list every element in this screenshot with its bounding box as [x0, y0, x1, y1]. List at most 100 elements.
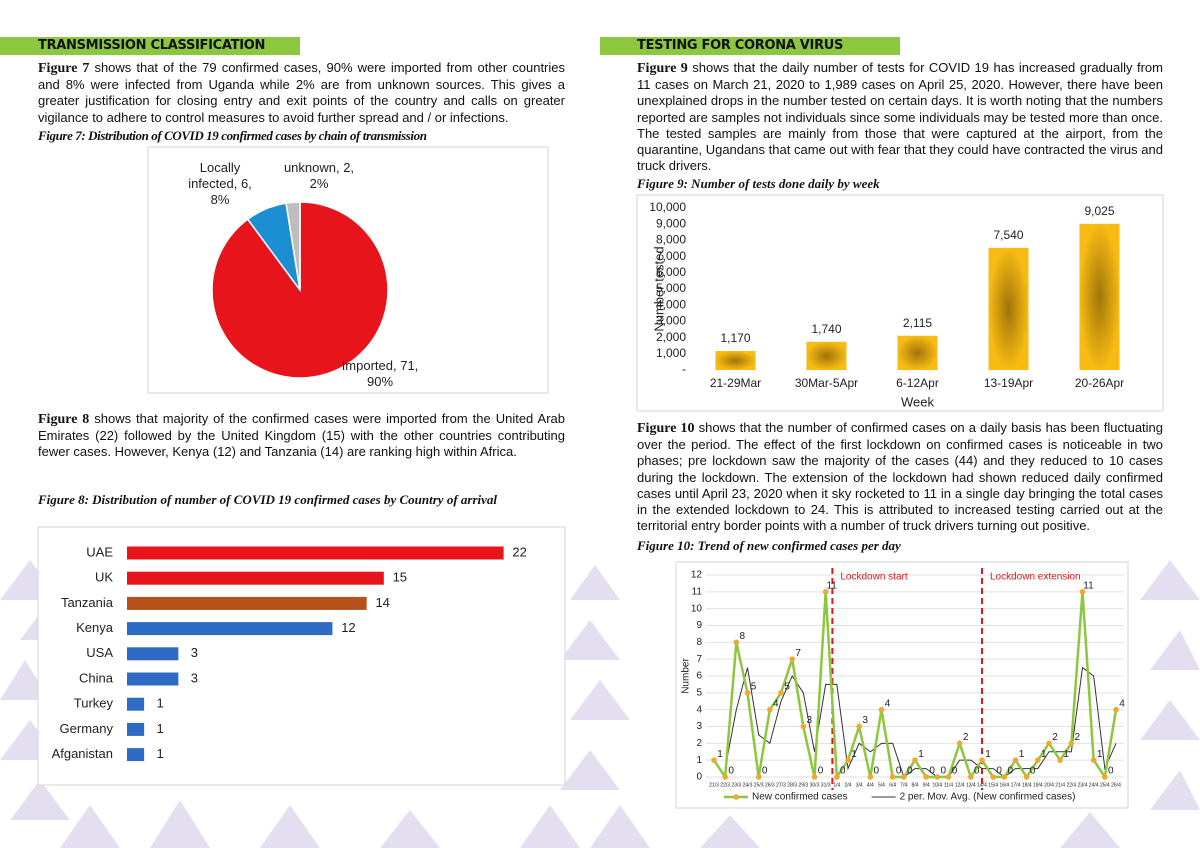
point	[1001, 774, 1008, 780]
category-label: China	[79, 670, 114, 685]
caption: Figure 7: Distribution of COVID 19 confi…	[38, 128, 427, 143]
x-tick-label: 26/3	[765, 782, 775, 788]
point	[800, 723, 807, 730]
point	[956, 740, 963, 747]
value-label: 4	[885, 698, 891, 709]
point	[878, 706, 885, 713]
point	[767, 706, 773, 713]
point	[979, 757, 985, 763]
value-label: 1,170	[720, 331, 750, 345]
value-label: 22	[512, 544, 526, 559]
y-tick-label: 11	[692, 586, 703, 597]
bar	[127, 697, 145, 711]
fig9-frame	[636, 194, 1164, 412]
value-label: 0	[1030, 766, 1036, 777]
paragraph-text: shows that the number of confirmed cases…	[637, 420, 1164, 534]
point	[811, 774, 818, 780]
point	[1102, 774, 1108, 780]
paragraph-text: shows that the daily number of tests for…	[637, 60, 1163, 174]
y-tick-label: 2,000	[656, 330, 686, 344]
section-heading: TESTING FOR CORONA VIRUS	[600, 37, 900, 55]
bar	[127, 647, 179, 661]
x-tick-label: 3/4	[856, 782, 863, 788]
point	[789, 656, 795, 662]
value-label: 1	[1097, 749, 1103, 760]
value-label: 1	[985, 749, 991, 760]
x-tick-label: 4/4	[867, 782, 874, 788]
bar	[127, 571, 384, 585]
point	[889, 774, 896, 780]
figure-ref: Figure 8	[38, 412, 90, 427]
point	[867, 774, 874, 780]
bar-shading	[897, 335, 938, 370]
category-label: UAE	[86, 544, 113, 559]
value-label: 0	[1008, 766, 1014, 777]
value-label: 0	[818, 766, 824, 777]
x-tick-label: 1/4	[833, 782, 840, 788]
legend-label: 2 per. Mov. Avg. (New confirmed cases)	[900, 792, 1076, 803]
x-tick-label: 27/3	[776, 782, 786, 788]
y-tick-label: 7,000	[656, 249, 686, 263]
value-label: 0	[996, 766, 1002, 777]
value-label: 2,115	[903, 316, 932, 330]
y-tick-label: 9	[696, 620, 702, 631]
point	[1079, 589, 1086, 595]
x-tick-label: 20-26Apr	[1075, 376, 1124, 390]
x-tick-label: 18/4	[1022, 782, 1032, 788]
point	[934, 774, 941, 780]
value-label: 1	[157, 696, 164, 711]
x-tick-label: 13-19Apr	[984, 376, 1033, 390]
caption: Figure 8: Distribution of number of COVI…	[38, 492, 498, 507]
legend-label: New confirmed cases	[752, 792, 848, 803]
x-tick-label: 23/4	[1078, 782, 1088, 788]
point	[1012, 757, 1019, 763]
value-label: 3	[862, 715, 868, 726]
value-label: 1	[1063, 749, 1069, 760]
value-label: 1	[1019, 749, 1025, 760]
bar	[127, 546, 504, 560]
y-tick-label: 9,000	[656, 216, 686, 230]
x-tick-label: 2/4	[845, 782, 852, 788]
x-tick-label: 20/4	[1044, 782, 1054, 788]
fig10-frame	[675, 561, 1129, 809]
figure-ref: Figure 10	[637, 421, 695, 436]
x-tick-label: 22/3	[720, 782, 730, 788]
value-label: 1,740	[811, 322, 841, 336]
y-tick-label: 6	[696, 671, 702, 682]
category-label: USA	[86, 645, 113, 660]
bar	[127, 622, 333, 636]
x-tick-label: 30Mar-5Apr	[795, 376, 858, 390]
point	[1113, 706, 1119, 713]
value-label: 4	[773, 698, 779, 709]
value-label: 0	[952, 766, 958, 777]
value-label: 15	[393, 570, 407, 585]
x-tick-label: 10/4	[932, 782, 942, 788]
y-tick-label: 8	[696, 637, 702, 648]
point	[733, 639, 740, 646]
x-tick-label: 8/4	[912, 782, 919, 788]
value-label: 3	[191, 670, 198, 685]
value-label: 3	[191, 645, 198, 660]
value-label: 11	[1083, 580, 1094, 591]
pie-label: Locally infected, 6, 8%	[188, 160, 252, 207]
point	[1068, 740, 1075, 747]
x-tick-label: 21/3	[709, 782, 719, 788]
value-label: 9,025	[1084, 204, 1114, 218]
x-tick-label: 24/4	[1089, 782, 1099, 788]
x-tick-label: 28/3	[787, 782, 797, 788]
bar-shading	[988, 247, 1029, 370]
point	[845, 757, 851, 763]
value-label: 1	[918, 749, 924, 760]
caption: Figure 10: Trend of new confirmed cases …	[637, 538, 901, 553]
paragraph-text: shows that majority of the confirmed cas…	[38, 411, 565, 460]
category-label: Afganistan	[52, 746, 113, 761]
y-tick-label: 6,000	[656, 265, 686, 279]
value-label: 11	[826, 580, 837, 591]
x-tick-label: 21-29Mar	[710, 376, 761, 390]
paragraph: Figure 9 shows that the daily number of …	[637, 60, 1163, 174]
value-label: 0	[762, 766, 768, 777]
point	[990, 774, 996, 780]
figure-ref: Figure 7	[38, 61, 90, 76]
annotation: Lockdown start	[840, 572, 907, 583]
